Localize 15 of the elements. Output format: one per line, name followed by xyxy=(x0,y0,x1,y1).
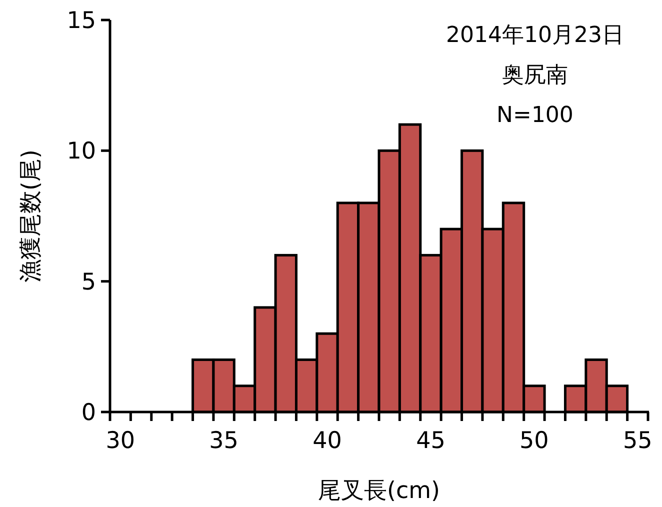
y-tick-label: 15 xyxy=(66,8,96,34)
text: 奥尻南 xyxy=(502,63,568,88)
chart-title: 2014年10月23日 xyxy=(446,23,624,48)
x-tick-label: 45 xyxy=(416,428,446,454)
y-tick-label: 10 xyxy=(66,138,96,165)
y-tick-label: 5 xyxy=(81,269,96,296)
x-tick-label: 35 xyxy=(209,428,238,454)
y-axis-title: 漁獲尾数(尾) xyxy=(18,150,44,282)
annotation: N=100 xyxy=(496,103,574,128)
x-tick-label: 30 xyxy=(106,428,135,454)
x-axis-title: 尾叉長(cm) xyxy=(318,478,440,504)
x-tick-label: 40 xyxy=(312,428,342,454)
x-tick-label: 50 xyxy=(520,428,549,454)
x-tick-label: 55 xyxy=(623,428,652,454)
y-tick-label: 0 xyxy=(81,400,96,426)
